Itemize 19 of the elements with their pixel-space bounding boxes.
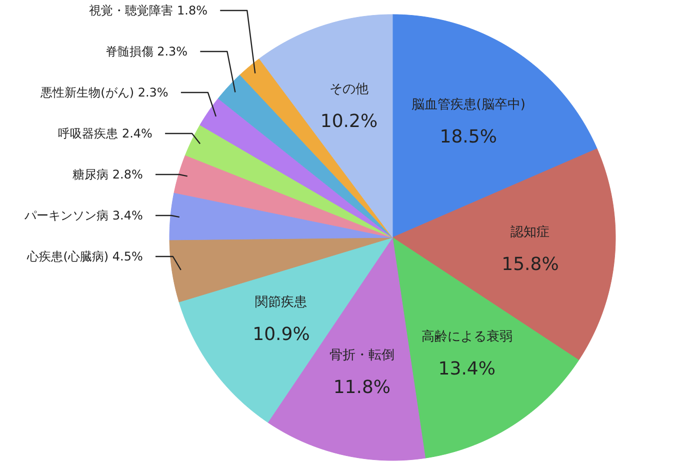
slice-label: パーキンソン病 3.4% (24, 208, 143, 222)
data-label: 10.2% (320, 110, 378, 132)
slice-label: 視覚・聴覚障害 1.8% (89, 4, 208, 18)
data-label: 11.8% (333, 376, 391, 398)
slice-label: 高齢による衰弱 (421, 328, 512, 345)
slice-label: その他 (329, 82, 368, 97)
slice-label: 骨折・転倒 (329, 348, 394, 363)
data-label: 15.8% (502, 254, 559, 275)
slice-label: 関節疾患 (255, 295, 308, 310)
slice-label: 悪性新生物(がん) 2.3% (40, 86, 168, 100)
slice-label: 認知症 (510, 224, 550, 240)
slice-label: 呼吸器疾患 2.4% (58, 126, 152, 140)
data-label: 10.9% (252, 324, 310, 346)
slice-label: 脳血管疾患(脳卒中) (411, 97, 526, 112)
data-label: 18.5% (440, 126, 497, 148)
data-label: 13.4% (438, 358, 496, 380)
slice-label: 糖尿病 2.8% (72, 168, 143, 182)
slice-label: 心疾患(心臓病) 4.5% (26, 250, 143, 264)
slice-label: 脊髄損傷 2.3% (105, 44, 188, 58)
